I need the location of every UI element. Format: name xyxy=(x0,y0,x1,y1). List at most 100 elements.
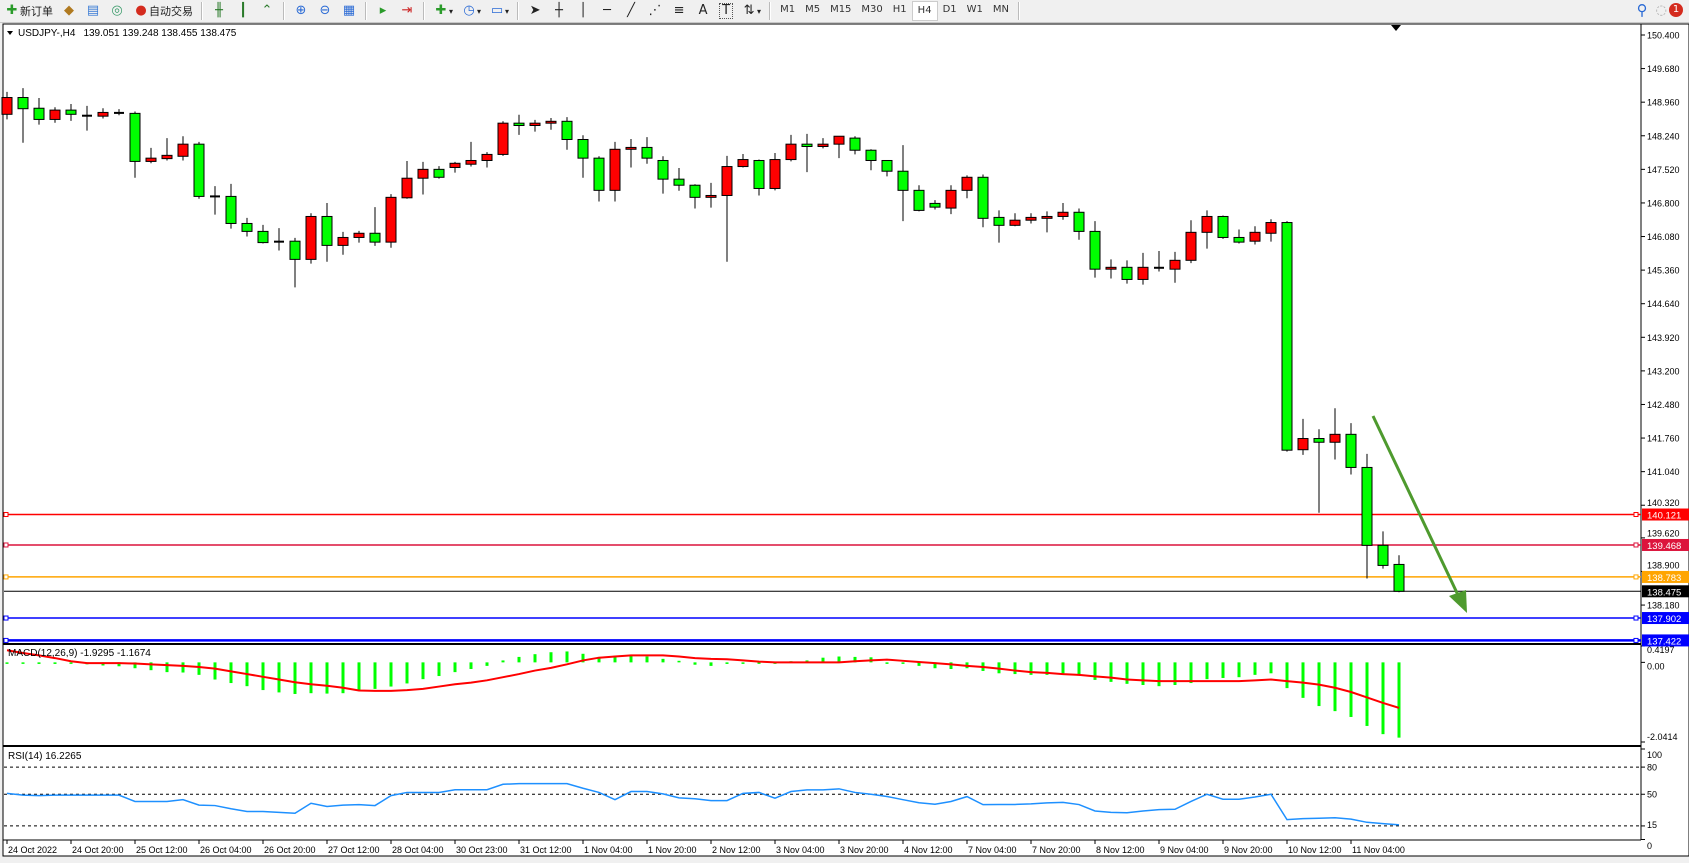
horizontal-line-button[interactable]: ─ xyxy=(596,1,618,21)
level-handle-left[interactable] xyxy=(3,615,9,621)
level-handle-left[interactable] xyxy=(3,574,9,580)
zoom-in-button[interactable]: ⊕ xyxy=(290,1,312,21)
price-tick-label: 145.360 xyxy=(1647,266,1680,276)
periods-button[interactable]: ◷ ▾ xyxy=(458,1,484,21)
crosshair-button[interactable]: ┼ xyxy=(548,1,570,21)
candle xyxy=(1217,215,1229,239)
candle xyxy=(465,141,477,167)
candle xyxy=(689,184,701,209)
indicators-button[interactable]: ✚ ▾ xyxy=(430,1,456,21)
candle-body xyxy=(114,111,124,114)
macd-tick-label: 0.4197 xyxy=(1647,645,1675,655)
level-handle-right[interactable] xyxy=(1633,574,1639,580)
timeframe-m5[interactable]: M5 xyxy=(805,4,821,15)
candlestick-button[interactable]: ┃ xyxy=(232,1,254,21)
separator xyxy=(423,2,425,20)
tile-windows-button[interactable]: ▦ xyxy=(338,1,360,21)
rsi-tick-label: 0 xyxy=(1647,841,1652,851)
trendline-button[interactable]: ╱ xyxy=(620,1,642,21)
templates-button[interactable]: ▭ ▾ xyxy=(486,1,512,21)
candle-body xyxy=(337,236,349,246)
text-button[interactable]: A xyxy=(692,1,714,21)
candle xyxy=(849,136,861,155)
metaeditor-icon: ◆ xyxy=(64,3,74,18)
macd-histogram-bar xyxy=(1029,662,1033,675)
zoom-out-icon: ⊖ xyxy=(319,3,331,18)
time-tick-label: 25 Oct 12:00 xyxy=(136,845,188,855)
level-handle-left[interactable] xyxy=(3,512,9,518)
symbol-menu-triangle-icon[interactable] xyxy=(7,31,13,35)
chart-shift-button[interactable]: ▸ xyxy=(372,1,394,21)
bar-chart-button[interactable]: ╫ xyxy=(208,1,230,21)
notifications-button[interactable]: ◌ 1 xyxy=(1656,3,1683,18)
candle-body xyxy=(961,176,973,191)
macd-histogram-bar xyxy=(293,662,297,694)
arrows-button[interactable]: ⇅ ▾ xyxy=(738,1,764,21)
rsi-line xyxy=(6,782,1400,826)
time-tick-label: 2 Nov 12:00 xyxy=(712,845,761,855)
candle xyxy=(545,118,557,130)
macd-histogram-bar xyxy=(1301,662,1305,698)
search-icon[interactable]: ⚲ xyxy=(1636,1,1648,19)
timeframe-m15[interactable]: M15 xyxy=(830,4,852,15)
candle xyxy=(1185,220,1197,264)
candle xyxy=(961,175,973,199)
fibonacci-button[interactable]: ≡ xyxy=(668,1,690,21)
candle-body xyxy=(929,202,941,208)
line-chart-button[interactable]: ⌃ xyxy=(256,1,278,21)
candle-body xyxy=(1057,211,1069,217)
new-order-label: 新订单 xyxy=(20,5,53,18)
level-handle-right[interactable] xyxy=(1633,512,1639,518)
level-line-138.783[interactable] xyxy=(3,574,1641,580)
macd-histogram-bar xyxy=(853,656,857,663)
candle-body xyxy=(82,114,92,117)
main-price-panel[interactable] xyxy=(4,25,1641,643)
new-order-button[interactable]: ✚ 新订单 xyxy=(1,1,56,21)
candle-body xyxy=(97,111,109,117)
signals-button[interactable]: ◎ xyxy=(106,1,128,21)
vertical-line-button[interactable]: │ xyxy=(572,1,594,21)
level-handle-left[interactable] xyxy=(3,542,9,548)
trend-arrow-line[interactable] xyxy=(1371,415,1460,596)
candle-body xyxy=(737,159,749,168)
candle xyxy=(897,145,909,222)
level-handle-left[interactable] xyxy=(3,637,9,643)
autoscroll-button[interactable]: ⇥ xyxy=(396,1,418,21)
chart-shift-marker-icon[interactable] xyxy=(1391,25,1401,31)
timeframe-m30[interactable]: M30 xyxy=(861,4,883,15)
timeframe-h1[interactable]: H1 xyxy=(892,4,907,15)
timeframe-mn[interactable]: MN xyxy=(992,4,1009,15)
text-label-button[interactable]: T xyxy=(716,1,736,21)
level-line-137.422[interactable] xyxy=(3,637,1641,643)
candle xyxy=(737,153,749,168)
macd-histogram-bar xyxy=(117,662,121,667)
level-handle-right[interactable] xyxy=(1633,615,1639,621)
fibonacci-fan-button[interactable]: ⋰ xyxy=(644,1,666,21)
macd-histogram-bar xyxy=(469,662,473,670)
level-line-137.902[interactable] xyxy=(3,615,1641,621)
trend-arrow[interactable] xyxy=(1371,415,1467,613)
macd-tick-label: -2.0414 xyxy=(1647,732,1678,742)
cursor-icon: ➤ xyxy=(529,3,541,18)
candle-body xyxy=(881,159,893,172)
level-handle-right[interactable] xyxy=(1633,637,1639,643)
rsi-label: RSI(14) 16.2265 xyxy=(8,751,82,762)
timeframe-h4[interactable]: H4 xyxy=(911,1,938,21)
time-axis: 24 Oct 2022 24 Oct 20:00 25 Oct 12:00 26 Oc… xyxy=(6,840,1405,855)
zoom-out-button[interactable]: ⊖ xyxy=(314,1,336,21)
navigator-button[interactable]: ▤ xyxy=(82,1,104,21)
metaeditor-button[interactable]: ◆ xyxy=(58,1,80,21)
cursor-button[interactable]: ➤ xyxy=(524,1,546,21)
rsi-tick-label: 80 xyxy=(1647,763,1657,773)
level-handle-right[interactable] xyxy=(1633,542,1639,548)
price-tick-label: 148.240 xyxy=(1647,131,1680,141)
timeframe-m1[interactable]: M1 xyxy=(780,4,796,15)
timeframe-d1[interactable]: D1 xyxy=(942,4,957,15)
candle-body xyxy=(385,196,397,243)
separator xyxy=(201,2,203,20)
timeframe-w1[interactable]: W1 xyxy=(966,4,983,15)
current-price-label: 138.475 xyxy=(1647,587,1681,598)
auto-trading-button[interactable]: ● 自动交易 xyxy=(130,1,196,21)
candle-body xyxy=(65,109,77,115)
